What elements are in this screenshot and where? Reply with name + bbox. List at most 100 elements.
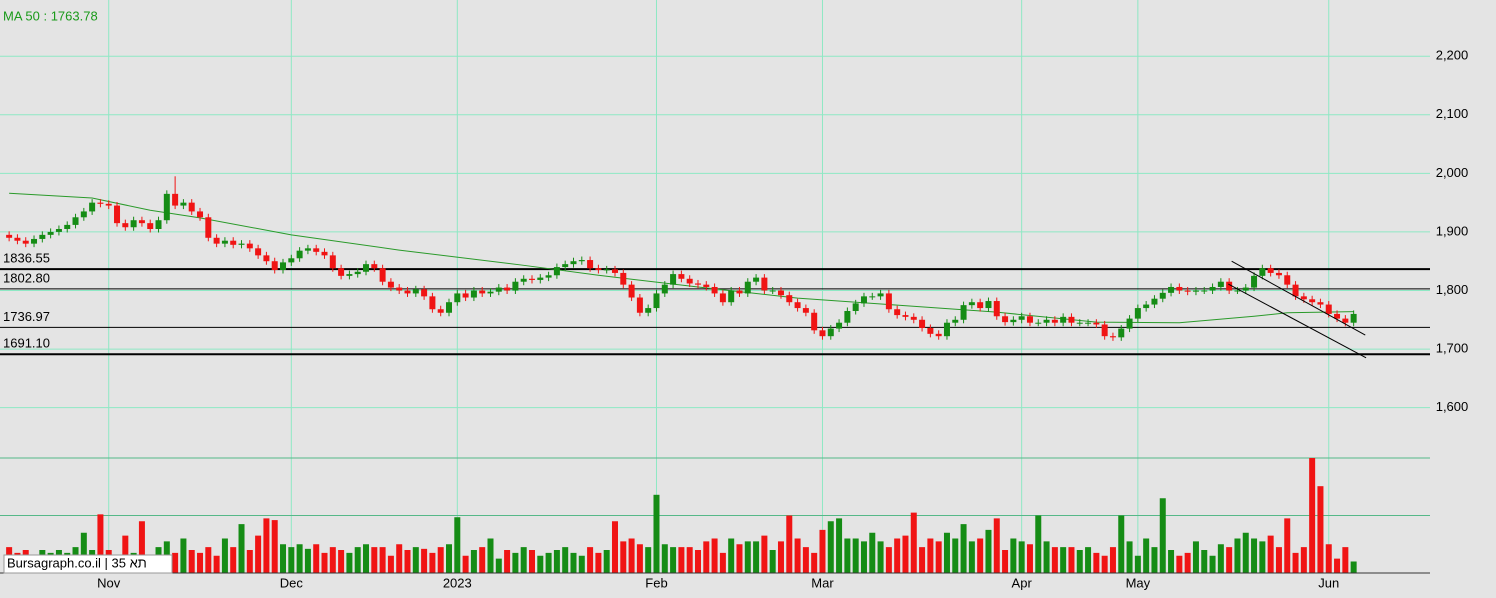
volume-bar [255, 535, 262, 573]
volume-bar [495, 558, 502, 573]
volume-bar [786, 515, 793, 573]
candle-body [877, 293, 884, 297]
candle-body [329, 255, 336, 269]
candle-body [1309, 299, 1316, 303]
candle-body [313, 248, 320, 252]
volume-bar [570, 552, 577, 573]
x-tick-label: Apr [1012, 575, 1033, 590]
volume-bar [1134, 555, 1141, 573]
x-tick-label: Jun [1318, 575, 1339, 590]
candle-body [363, 264, 370, 272]
volume-bar [1043, 541, 1050, 573]
y-tick-label: 1,800 [1436, 282, 1469, 297]
candle-body [338, 268, 345, 276]
candle-body [304, 248, 311, 251]
volume-bar [777, 541, 784, 573]
x-tick-label: Mar [811, 575, 834, 590]
volume-bar [304, 548, 311, 573]
candle-body [1217, 281, 1224, 287]
candle-body [952, 319, 959, 323]
candle-body [22, 240, 29, 244]
volume-bar [1060, 547, 1067, 573]
candle-body [230, 240, 237, 245]
candle-body [919, 319, 926, 328]
volume-bar [661, 544, 668, 573]
volume-bar [578, 555, 585, 573]
candle-body [1118, 328, 1125, 338]
candle-body [553, 267, 560, 276]
candle-body [653, 293, 660, 309]
candle-body [860, 296, 867, 304]
volume-bar [686, 547, 693, 573]
volume-bar [719, 552, 726, 573]
volume-bar [1259, 541, 1266, 573]
x-tick-label: 2023 [443, 575, 472, 590]
volume-bar [636, 544, 643, 573]
candle-body [371, 264, 378, 269]
volume-bar [620, 541, 627, 573]
volume-bar [653, 494, 660, 573]
candle-body [221, 240, 228, 244]
candle-body [1292, 284, 1299, 297]
volume-bar [1217, 544, 1224, 573]
volume-bar [1101, 555, 1108, 573]
candle-body [1334, 313, 1341, 319]
volume-bar [528, 550, 535, 573]
candle-body [346, 274, 353, 276]
volume-bar [1342, 547, 1349, 573]
candle-body [910, 316, 917, 320]
volume-bar [1325, 544, 1332, 573]
candle-body [1342, 318, 1349, 323]
candle-body [495, 287, 502, 292]
volume-bar [1275, 547, 1282, 573]
candle-body [802, 308, 809, 313]
candle-body [645, 308, 652, 313]
candle-body [1085, 322, 1092, 324]
y-tick-label: 2,200 [1436, 48, 1469, 63]
candle-body [744, 281, 751, 294]
candle-body [578, 260, 585, 262]
volume-bar [446, 544, 453, 573]
y-tick-label: 2,100 [1436, 106, 1469, 121]
volume-bar [371, 547, 378, 573]
candle-body [611, 269, 618, 273]
volume-bar [869, 532, 876, 573]
candle-body [1134, 308, 1141, 319]
candle-body [1126, 318, 1133, 329]
candle-body [786, 295, 793, 303]
volume-bar [1234, 538, 1241, 573]
candle-body [205, 217, 212, 238]
candle-body [753, 277, 760, 282]
candle-body [6, 234, 13, 238]
y-tick-label: 1,700 [1436, 341, 1469, 356]
volume-bar [263, 518, 270, 573]
volume-bar [985, 529, 992, 573]
volume-bar [562, 547, 569, 573]
candle-body [296, 250, 303, 259]
candle-body [437, 309, 444, 313]
volume-bar [935, 541, 942, 573]
volume-bar [943, 532, 950, 573]
candle-body [1143, 304, 1150, 309]
candle-body [670, 274, 677, 285]
candle-body [1035, 322, 1042, 324]
trend-line [1231, 260, 1366, 336]
candle-body [1010, 319, 1017, 323]
candle-body [885, 293, 892, 310]
candle-body [736, 290, 743, 294]
candle-body [246, 243, 253, 249]
candle-body [97, 202, 104, 204]
volume-bar [827, 521, 834, 573]
candle-body [288, 258, 295, 263]
candle-body [280, 262, 287, 270]
volume-bar [1035, 515, 1042, 573]
candle-body [728, 290, 735, 303]
candle-body [89, 202, 96, 212]
volume-bar [902, 535, 909, 573]
volume-bar [80, 532, 87, 573]
volume-bar [1309, 458, 1316, 573]
volume-bar [396, 544, 403, 573]
volume-bar [1018, 541, 1025, 573]
volume-bar [238, 524, 245, 573]
